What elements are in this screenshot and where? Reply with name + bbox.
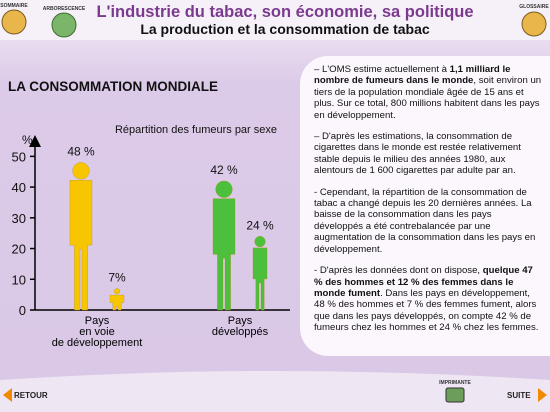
text-panel (300, 56, 550, 356)
nav-label[interactable]: SOMMAIRE (0, 3, 28, 9)
value-label: 48 % (67, 145, 95, 159)
section-title: LA CONSOMMATION MONDIALE (8, 79, 218, 94)
text: - Cependant, la répartition de la consom… (314, 186, 536, 255)
y-tick-label: 50 (12, 149, 26, 164)
bold-text: 1,1 milliard le nombre de fumeurs dans l… (314, 64, 511, 87)
paragraph: – L'OMS estime actuellement à 1,1 millia… (314, 64, 542, 121)
text: – L'OMS estime actuellement à (314, 64, 450, 75)
x-tick-label: Pays en voie de développement (51, 315, 143, 349)
page-title: L'industrie du tabac, son économie, sa p… (96, 3, 473, 21)
text: , soit environ un tiers de la population… (314, 75, 542, 121)
paragraph: - D'après les données dont on dispose, q… (314, 265, 542, 333)
nav-label[interactable]: ARBORESCENCE (43, 6, 86, 12)
retour-arrow[interactable] (3, 388, 12, 402)
text: - D'après les données dont on dispose, (314, 265, 483, 277)
smoker-figure (212, 180, 236, 311)
y-tick-label: 0 (19, 303, 26, 318)
header-bar (0, 0, 550, 40)
page-subtitle: La production et la consommation de taba… (140, 21, 430, 37)
nav-label[interactable]: SUITE (507, 391, 531, 400)
nav-label[interactable]: IMPRIMANTE (439, 380, 471, 386)
text-paragraphs: – L'OMS estime actuellement à 1,1 millia… (314, 64, 542, 344)
nav-label[interactable]: RETOUR (14, 391, 48, 400)
bold-text: quelque 47 % des hommes et 12 % des femm… (314, 265, 533, 299)
value-label: 42 % (210, 163, 238, 177)
nav-label[interactable]: GLOSSAIRE (519, 4, 549, 10)
paragraph: - Cependant, la répartition de la consom… (314, 187, 542, 255)
imprimante-icon[interactable] (445, 387, 465, 403)
paragraph: – D'après les estimations, la consommati… (314, 131, 542, 177)
footer-bar (0, 371, 550, 412)
suite-arrow[interactable] (538, 388, 547, 402)
y-tick-label: 40 (12, 180, 26, 195)
y-tick-label: 20 (12, 242, 26, 257)
x-tick-label: Pays développés (211, 315, 269, 338)
value-label: 7% (108, 270, 126, 284)
value-label: 24 % (246, 218, 274, 232)
smoker-figure (252, 236, 268, 311)
text: . Dans les pays en développement, 48 % d… (314, 287, 539, 334)
smoker-figure (69, 162, 93, 311)
chart-title: Répartition des fumeurs par sexe (115, 124, 277, 136)
text: – D'après les estimations, la consommati… (314, 131, 521, 177)
smoker-figure (109, 288, 125, 311)
y-tick-label: 10 (12, 272, 26, 287)
arborescence-icon[interactable] (51, 12, 77, 38)
y-axis-label: % (22, 133, 33, 147)
sommaire-icon[interactable] (1, 9, 27, 35)
glossaire-icon[interactable] (521, 11, 547, 37)
y-tick-label: 30 (12, 211, 26, 226)
